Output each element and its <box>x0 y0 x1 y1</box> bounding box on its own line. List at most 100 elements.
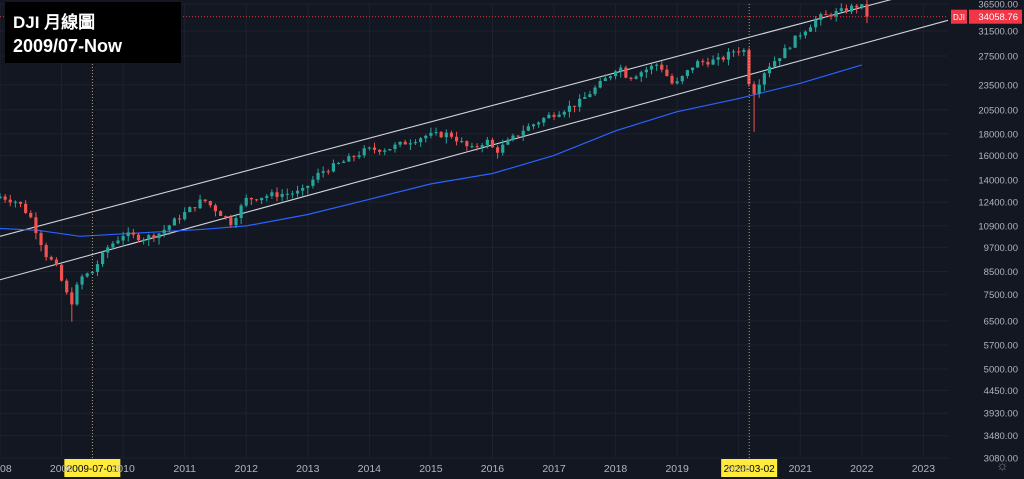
candle-body <box>444 132 448 138</box>
candle-body <box>270 192 274 197</box>
candle-body <box>234 218 238 226</box>
candle-body <box>0 196 2 199</box>
candle-body <box>157 233 161 239</box>
y-axis: 36500.00 31500.00 27500.00 23500.00 20500.00… <box>978 0 1018 465</box>
candle-body <box>167 225 171 230</box>
candle-body <box>783 48 787 59</box>
candle-body <box>757 84 761 94</box>
candle-body <box>737 51 741 53</box>
candle-body <box>403 141 407 145</box>
candle-body <box>557 114 561 117</box>
candle-body <box>547 114 551 119</box>
candle-body <box>742 50 746 52</box>
candle-body <box>506 139 510 145</box>
candle-body <box>142 239 146 241</box>
candle-body <box>218 211 223 217</box>
candle-body <box>721 57 725 60</box>
candle-body <box>731 51 736 53</box>
candle-body <box>419 138 423 143</box>
marker-label-bg <box>721 459 778 477</box>
candle-body <box>295 190 300 194</box>
x-tick-label: 2021 <box>789 463 813 475</box>
chart-title: DJI 月線圖 <box>13 13 96 32</box>
candle-body <box>95 264 100 272</box>
chart-subtitle: 2009/07-Now <box>13 36 123 56</box>
candle-body <box>434 132 438 134</box>
price-tag-value-bg <box>969 9 1022 24</box>
candle-body <box>501 144 505 153</box>
candle-body <box>285 193 289 195</box>
candle-body <box>834 11 838 17</box>
candle-body <box>393 144 397 150</box>
candle-body <box>398 141 402 145</box>
candle-body <box>675 81 679 84</box>
y-tick-label: 20500.00 <box>978 105 1018 116</box>
candle-body <box>685 70 689 76</box>
candle-body <box>516 135 520 137</box>
candle-body <box>306 185 310 188</box>
candle-body <box>860 4 864 8</box>
candle-body <box>75 284 79 305</box>
candle-body <box>244 197 248 206</box>
price-tag-symbol-bg <box>951 9 967 24</box>
candle-body <box>131 232 135 235</box>
gear-icon[interactable]: ☼ <box>996 457 1009 473</box>
y-tick-label: 31500.00 <box>978 27 1018 38</box>
candle-body <box>716 57 720 60</box>
candle-body <box>59 264 64 281</box>
candle-body <box>608 76 613 79</box>
candle-body <box>136 234 141 241</box>
candle-body <box>336 162 341 164</box>
y-tick-label: 36500.00 <box>978 0 1018 11</box>
candle-body <box>665 69 669 76</box>
candle-body <box>490 139 495 148</box>
candle-body <box>3 196 7 200</box>
candle-body <box>778 58 782 62</box>
candle-body <box>752 84 756 94</box>
candle-body <box>147 235 151 240</box>
candle-body <box>162 229 166 234</box>
y-tick-label: 5000.00 <box>984 365 1018 376</box>
candle-body <box>65 280 69 293</box>
grid-lines <box>0 3 948 459</box>
candle-body <box>347 156 351 162</box>
candle-body <box>598 81 602 88</box>
candle-body <box>475 146 479 148</box>
candle-body <box>624 67 628 78</box>
candle-body <box>496 147 500 153</box>
y-tick-label: 27500.00 <box>978 51 1018 62</box>
candle-body <box>224 216 228 218</box>
candle-body <box>439 132 443 138</box>
candle-body <box>203 199 207 202</box>
y-tick-label: 10900.00 <box>978 221 1018 232</box>
candle-body <box>619 67 623 72</box>
y-tick-label: 4450.00 <box>984 386 1018 397</box>
candle-body <box>413 142 418 144</box>
candle-body <box>249 197 253 200</box>
candle-body <box>726 51 731 60</box>
candle-body <box>855 5 859 8</box>
candle-body <box>613 71 618 77</box>
candle-body <box>172 218 177 226</box>
candle-body <box>101 252 105 265</box>
x-axis: 2008 2009 2010 2011 2012 2013 2014 2015 2016 2017… <box>0 463 935 475</box>
candle-body <box>177 218 182 220</box>
candle-body <box>634 76 638 79</box>
candle-body <box>362 148 366 156</box>
candle-body <box>13 201 17 203</box>
x-tick-label: 2014 <box>358 463 382 475</box>
candle-body <box>808 27 813 32</box>
y-tick-label: 12400.00 <box>978 198 1018 209</box>
y-tick-label: 18000.00 <box>978 129 1018 140</box>
candle-body <box>701 61 705 63</box>
candle-body <box>311 179 315 186</box>
y-tick-label: 5700.00 <box>984 340 1018 351</box>
candle-body <box>183 212 187 220</box>
candle-body <box>383 150 387 152</box>
candle-body <box>578 98 582 107</box>
y-tick-label: 3480.00 <box>984 431 1018 442</box>
candle-body <box>352 156 356 158</box>
candle-body <box>29 212 33 218</box>
candle-body <box>188 207 192 213</box>
